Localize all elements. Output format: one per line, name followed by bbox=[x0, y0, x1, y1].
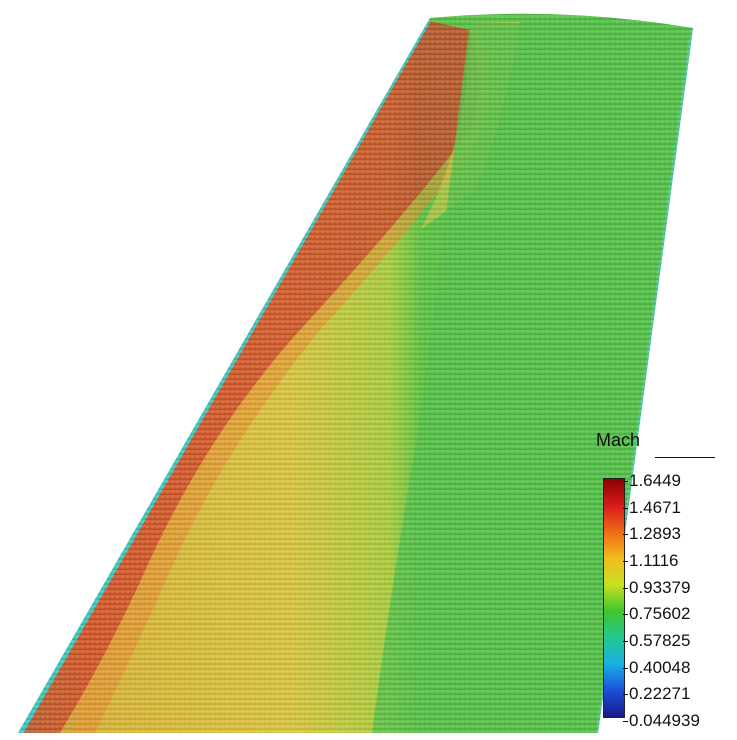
tick-label: 0.40048 bbox=[622, 657, 691, 677]
tick-label: 0.93379 bbox=[622, 577, 691, 597]
legend-underline bbox=[655, 457, 715, 458]
tick-label: 0.22271 bbox=[622, 684, 691, 704]
tick-label: 1.1116 bbox=[622, 551, 679, 570]
tick-label: 0.57825 bbox=[622, 631, 691, 650]
tick-label: 1.2893 bbox=[623, 524, 681, 544]
tick-label: 1.4671 bbox=[623, 497, 681, 517]
tick-label: 1.6449 bbox=[623, 471, 681, 490]
tick-label: 0.75602 bbox=[622, 604, 691, 624]
legend-title: Mach bbox=[596, 430, 641, 450]
tick-label: 0.044939 bbox=[623, 711, 700, 730]
colorbar bbox=[603, 478, 625, 718]
